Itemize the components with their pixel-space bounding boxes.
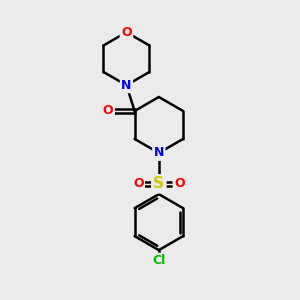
- Text: N: N: [154, 146, 164, 159]
- Text: O: O: [133, 177, 143, 190]
- Text: N: N: [121, 79, 132, 92]
- Text: O: O: [121, 26, 132, 39]
- Text: S: S: [153, 176, 164, 191]
- Text: Cl: Cl: [152, 254, 166, 267]
- Text: O: O: [174, 177, 185, 190]
- Text: O: O: [103, 104, 113, 118]
